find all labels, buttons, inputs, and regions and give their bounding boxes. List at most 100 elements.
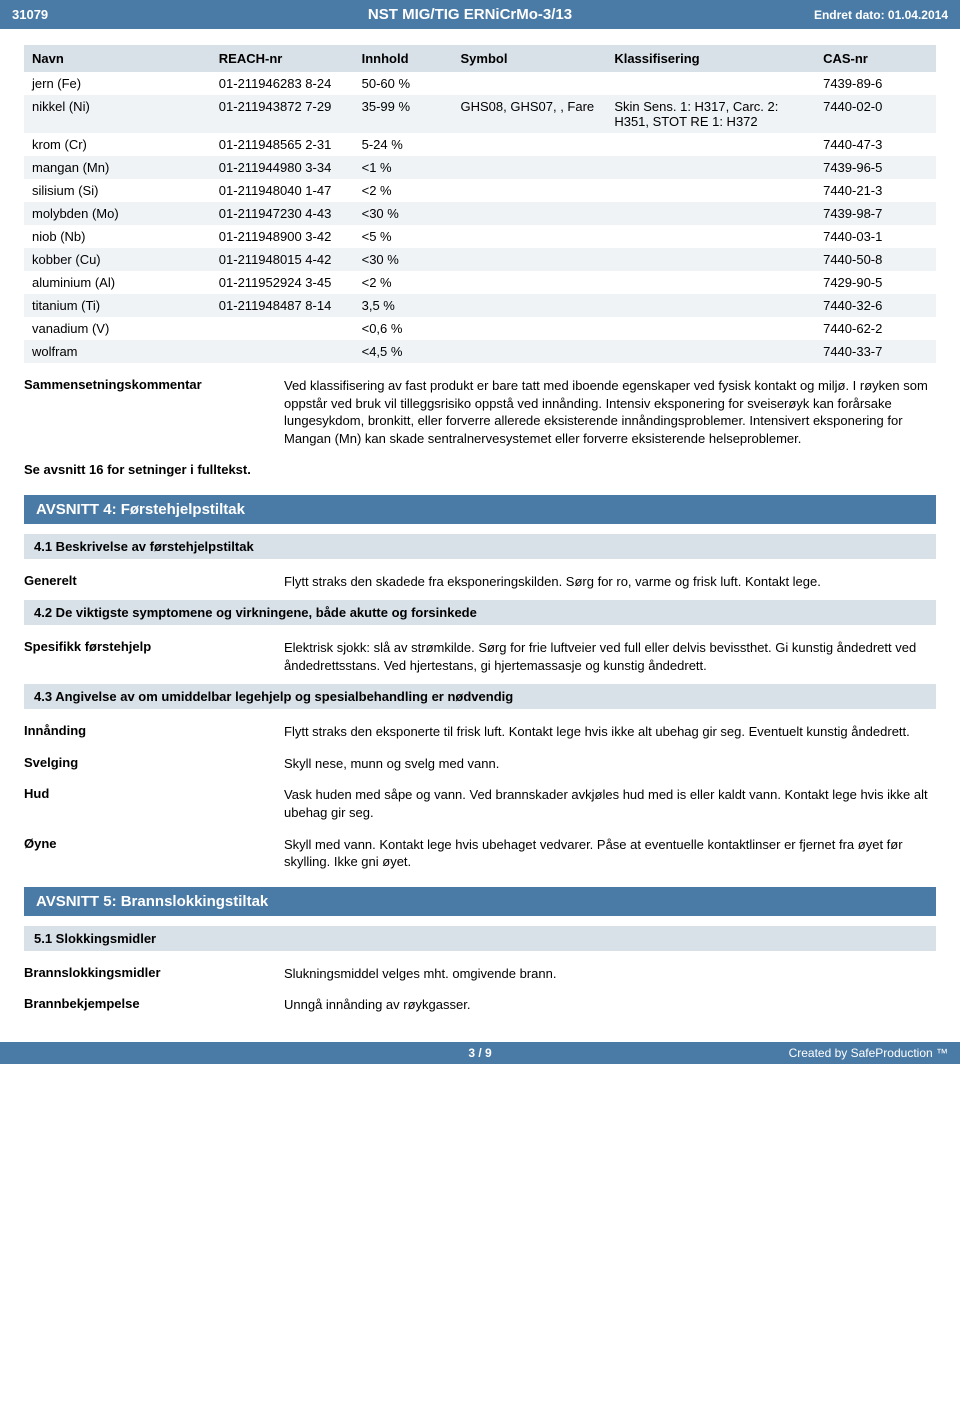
cell-innhold: <0,6 %	[354, 317, 453, 340]
section-4-banner: AVSNITT 4: Førstehjelpstiltak	[24, 495, 936, 524]
cell-navn: wolfram	[24, 340, 211, 363]
cell-navn: nikkel (Ni)	[24, 95, 211, 133]
col-header-reach: REACH-nr	[211, 45, 354, 72]
cell-cas: 7439-89-6	[815, 72, 936, 95]
col-header-symbol: Symbol	[453, 45, 607, 72]
cell-cas: 7439-98-7	[815, 202, 936, 225]
spesifikk-forstehjelp-label: Spesifikk førstehjelp	[24, 639, 284, 674]
cell-reach: 01-211948040 1-47	[211, 179, 354, 202]
cell-klass	[606, 133, 815, 156]
oyne-label: Øyne	[24, 836, 284, 871]
composition-comment-row: Sammensetningskommentar Ved klassifiseri…	[24, 377, 936, 447]
col-header-klassifisering: Klassifisering	[606, 45, 815, 72]
cell-cas: 7440-50-8	[815, 248, 936, 271]
cell-klass	[606, 156, 815, 179]
hud-label: Hud	[24, 786, 284, 821]
cell-klass	[606, 179, 815, 202]
see-section-16-note: Se avsnitt 16 for setninger i fulltekst.	[24, 461, 936, 479]
cell-symbol	[453, 72, 607, 95]
cell-reach: 01-211943872 7-29	[211, 95, 354, 133]
cell-innhold: 50-60 %	[354, 72, 453, 95]
brannslokkingsmidler-label: Brannslokkingsmidler	[24, 965, 284, 983]
cell-reach: 01-211948015 4-42	[211, 248, 354, 271]
cell-symbol	[453, 340, 607, 363]
brannbekjempelse-label: Brannbekjempelse	[24, 996, 284, 1014]
cell-navn: mangan (Mn)	[24, 156, 211, 179]
cell-symbol	[453, 225, 607, 248]
cell-navn: krom (Cr)	[24, 133, 211, 156]
cell-innhold: <5 %	[354, 225, 453, 248]
composition-comment-text: Ved klassifisering av fast produkt er ba…	[284, 377, 936, 447]
cell-navn: vanadium (V)	[24, 317, 211, 340]
cell-symbol	[453, 156, 607, 179]
cell-cas: 7440-21-3	[815, 179, 936, 202]
cell-symbol	[453, 248, 607, 271]
cell-navn: aluminium (Al)	[24, 271, 211, 294]
table-row: kobber (Cu)01-211948015 4-42<30 %7440-50…	[24, 248, 936, 271]
cell-klass: Skin Sens. 1: H317, Carc. 2: H351, STOT …	[606, 95, 815, 133]
cell-innhold: <30 %	[354, 202, 453, 225]
document-header: 31079 NST MIG/TIG ERNiCrMo-3/13 Endret d…	[0, 0, 960, 29]
cell-symbol	[453, 133, 607, 156]
cell-symbol: GHS08, GHS07, , Fare	[453, 95, 607, 133]
cell-cas: 7440-32-6	[815, 294, 936, 317]
table-row: jern (Fe)01-211946283 8-2450-60 %7439-89…	[24, 72, 936, 95]
cell-reach: 01-211947230 4-43	[211, 202, 354, 225]
footer-page-number: 3 / 9	[440, 1046, 520, 1060]
cell-cas: 7439-96-5	[815, 156, 936, 179]
section-5-1-banner: 5.1 Slokkingsmidler	[24, 926, 936, 951]
brannbekjempelse-text: Unngå innånding av røykgasser.	[284, 996, 936, 1014]
table-row: molybden (Mo)01-211947230 4-43<30 %7439-…	[24, 202, 936, 225]
cell-navn: silisium (Si)	[24, 179, 211, 202]
cell-symbol	[453, 294, 607, 317]
table-row: niob (Nb)01-211948900 3-42<5 %7440-03-1	[24, 225, 936, 248]
table-row: krom (Cr)01-211948565 2-315-24 %7440-47-…	[24, 133, 936, 156]
cell-cas: 7440-03-1	[815, 225, 936, 248]
cell-innhold: 35-99 %	[354, 95, 453, 133]
section-5-banner: AVSNITT 5: Brannslokkingstiltak	[24, 887, 936, 916]
cell-symbol	[453, 179, 607, 202]
table-row: titanium (Ti)01-211948487 8-143,5 %7440-…	[24, 294, 936, 317]
cell-reach: 01-211944980 3-34	[211, 156, 354, 179]
cell-innhold: <4,5 %	[354, 340, 453, 363]
innanding-text: Flytt straks den eksponerte til frisk lu…	[284, 723, 936, 741]
table-row: wolfram <4,5 % 7440-33-7	[24, 340, 936, 363]
footer-credit: Created by SafeProduction ™	[520, 1046, 948, 1060]
composition-comment-label: Sammensetningskommentar	[24, 377, 284, 447]
cell-navn: titanium (Ti)	[24, 294, 211, 317]
cell-cas: 7440-33-7	[815, 340, 936, 363]
cell-innhold: <2 %	[354, 179, 453, 202]
oyne-text: Skyll med vann. Kontakt lege hvis ubehag…	[284, 836, 936, 871]
cell-reach: 01-211948487 8-14	[211, 294, 354, 317]
cell-reach	[211, 340, 354, 363]
doc-title: NST MIG/TIG ERNiCrMo-3/13	[192, 6, 748, 23]
doc-changed-date: Endret dato: 01.04.2014	[748, 8, 948, 22]
generelt-text: Flytt straks den skadede fra eksponering…	[284, 573, 936, 591]
cell-innhold: <1 %	[354, 156, 453, 179]
cell-reach: 01-211948900 3-42	[211, 225, 354, 248]
spesifikk-forstehjelp-text: Elektrisk sjokk: slå av strømkilde. Sørg…	[284, 639, 936, 674]
col-header-innhold: Innhold	[354, 45, 453, 72]
doc-id: 31079	[12, 7, 192, 22]
svelging-label: Svelging	[24, 755, 284, 773]
cell-innhold: 5-24 %	[354, 133, 453, 156]
cell-klass	[606, 317, 815, 340]
table-row: silisium (Si)01-211948040 1-47<2 % 7440-2…	[24, 179, 936, 202]
innanding-label: Innånding	[24, 723, 284, 741]
cell-klass	[606, 248, 815, 271]
col-header-cas: CAS-nr	[815, 45, 936, 72]
cell-cas: 7429-90-5	[815, 271, 936, 294]
section-4-3-banner: 4.3 Angivelse av om umiddelbar legehjelp…	[24, 684, 936, 709]
document-footer: 3 / 9 Created by SafeProduction ™	[0, 1042, 960, 1064]
cell-symbol	[453, 271, 607, 294]
cell-navn: kobber (Cu)	[24, 248, 211, 271]
table-row: mangan (Mn)01-211944980 3-34<1 % 7439-96-…	[24, 156, 936, 179]
cell-symbol	[453, 317, 607, 340]
cell-reach: 01-211952924 3-45	[211, 271, 354, 294]
brannslokkingsmidler-text: Slukningsmiddel velges mht. omgivende br…	[284, 965, 936, 983]
cell-klass	[606, 202, 815, 225]
cell-cas: 7440-62-2	[815, 317, 936, 340]
col-header-navn: Navn	[24, 45, 211, 72]
generelt-label: Generelt	[24, 573, 284, 591]
cell-innhold: <2 %	[354, 271, 453, 294]
